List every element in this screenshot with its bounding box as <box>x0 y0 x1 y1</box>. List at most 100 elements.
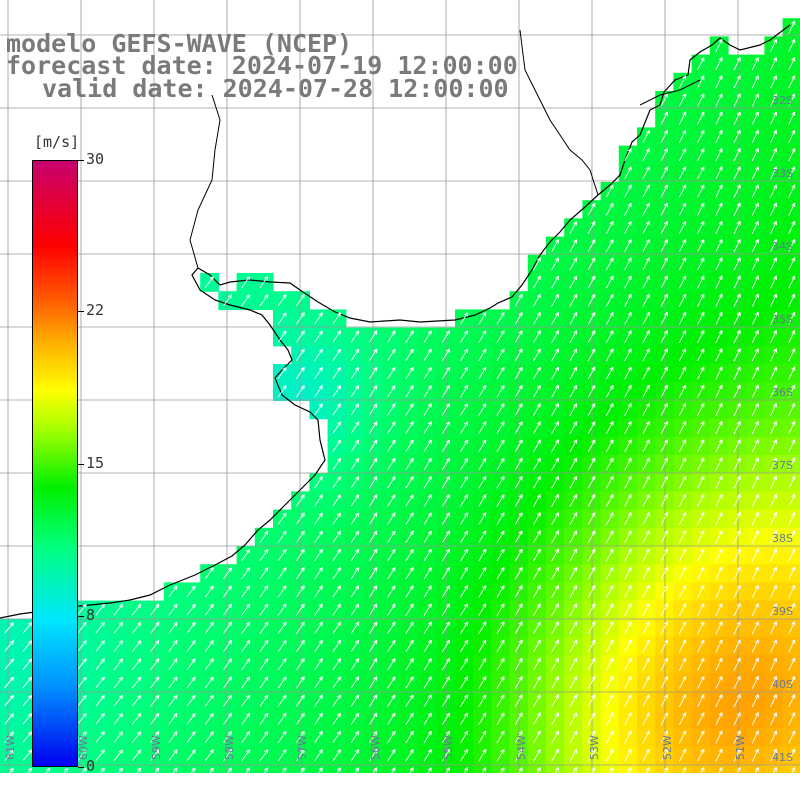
wind-arrow <box>624 384 632 398</box>
wind-arrow <box>241 749 251 762</box>
wind-arrow <box>642 330 650 344</box>
longitude-label: 53W <box>588 735 601 760</box>
wind-arrow <box>131 603 142 616</box>
wind-arrow <box>223 294 233 307</box>
wind-arrow <box>204 749 214 762</box>
wind-arrow <box>533 403 541 416</box>
wind-arrow <box>368 512 378 525</box>
wind-arrow <box>591 767 596 773</box>
wind-arrow <box>715 603 723 617</box>
wind-arrow <box>770 657 777 671</box>
wind-arrow <box>259 585 269 598</box>
wind-arrow <box>715 475 723 489</box>
wind-arrow <box>350 639 360 653</box>
wind-arrow <box>788 148 796 162</box>
wind-arrow <box>770 111 777 125</box>
wind-arrow <box>587 639 596 653</box>
wind-arrow <box>95 658 105 671</box>
wind-arrow <box>569 712 578 726</box>
wind-arrow <box>295 348 305 361</box>
wind-arrow <box>678 730 687 744</box>
wind-arrow <box>99 767 105 773</box>
wind-arrow <box>241 712 251 725</box>
wind-arrow <box>697 748 705 762</box>
wind-arrow <box>715 439 723 453</box>
wind-arrow <box>533 657 541 671</box>
wind-arrow <box>441 694 451 707</box>
wind-arrow <box>751 439 759 453</box>
wind-arrow <box>609 767 614 773</box>
wind-arrow <box>427 767 432 773</box>
wind-arrow <box>715 330 723 344</box>
wind-arrow <box>387 712 396 726</box>
wind-arrow <box>715 129 723 143</box>
wind-arrow <box>77 731 87 743</box>
wind-arrow <box>605 475 614 489</box>
wind-arrow <box>496 348 505 362</box>
wind-arrow <box>569 566 578 580</box>
wind-arrow <box>441 476 451 489</box>
wind-arrow <box>533 548 541 562</box>
wind-arrow <box>788 366 796 380</box>
wind-arrow <box>715 348 723 362</box>
wind-arrow <box>770 184 777 198</box>
wind-arrow <box>95 749 105 762</box>
wind-arrow <box>332 567 342 580</box>
wind-arrow <box>460 330 469 343</box>
wind-arrow <box>150 676 160 689</box>
wind-arrow <box>551 239 560 253</box>
wind-arrow <box>478 657 487 671</box>
wind-arrow <box>314 585 323 598</box>
wind-arrow <box>664 766 669 773</box>
wind-arrow <box>168 658 178 671</box>
wind-arrow <box>332 330 342 343</box>
wind-arrow <box>788 621 796 635</box>
wind-arrow <box>478 548 487 562</box>
wind-arrow <box>241 676 251 689</box>
wind-arrow <box>154 767 160 773</box>
wind-arrow <box>551 275 560 289</box>
wind-arrow <box>660 166 669 180</box>
wind-arrow <box>624 566 632 580</box>
wind-arrow <box>551 257 560 271</box>
wind-arrow <box>387 457 396 471</box>
wind-arrow <box>204 621 214 634</box>
wind-arrow <box>350 694 360 707</box>
wind-arrow <box>788 129 796 143</box>
wind-arrow <box>733 475 741 489</box>
wind-arrow <box>770 566 777 580</box>
wind-arrow <box>678 348 687 362</box>
wind-arrow <box>314 676 323 689</box>
wind-arrow <box>131 658 142 671</box>
wind-arrow <box>204 694 214 707</box>
wind-arrow <box>605 202 614 216</box>
wind-arrow <box>733 129 741 143</box>
wind-arrow <box>405 421 414 434</box>
wind-arrow <box>223 640 233 653</box>
wind-arrow <box>533 566 541 580</box>
wind-arrow <box>642 348 650 362</box>
wind-arrow <box>770 275 777 289</box>
wind-arrow <box>259 549 269 562</box>
wind-arrow <box>168 712 178 725</box>
wind-arrow <box>4 749 15 761</box>
wind-arrow <box>533 257 541 271</box>
wind-arrow <box>736 766 741 773</box>
wind-arrow <box>533 312 541 325</box>
wind-arrow <box>715 566 723 580</box>
wind-arrow <box>368 712 378 726</box>
wind-arrow <box>660 530 669 544</box>
wind-arrow <box>113 621 124 634</box>
wind-arrow <box>587 221 596 234</box>
wind-arrow <box>788 566 796 580</box>
wind-arrow <box>131 731 142 743</box>
wind-arrow <box>496 730 505 744</box>
wind-arrow <box>314 603 323 616</box>
longitude-label: 57W <box>296 735 309 760</box>
wind-arrow <box>697 530 705 544</box>
wind-arrow <box>332 730 342 744</box>
wind-arrow <box>168 749 178 762</box>
wind-arrow <box>569 657 578 671</box>
wind-arrow <box>496 512 505 525</box>
wind-arrow <box>788 75 796 89</box>
